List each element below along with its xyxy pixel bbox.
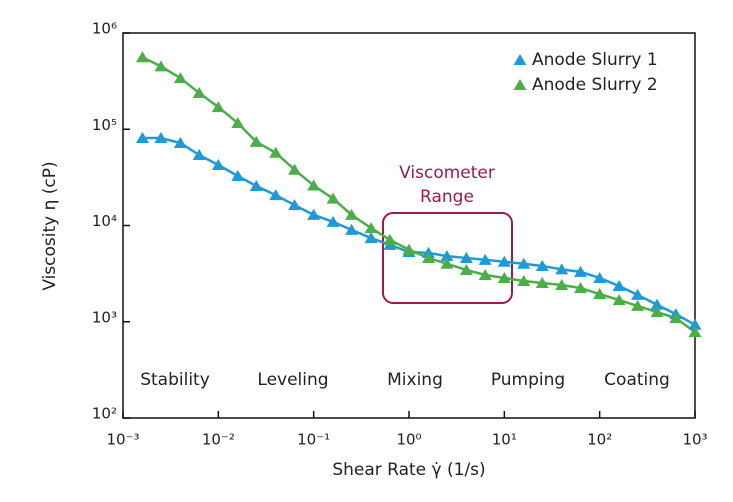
data-point xyxy=(478,268,492,280)
data-point xyxy=(574,265,588,277)
data-point xyxy=(650,298,664,310)
data-point xyxy=(574,282,588,294)
data-point xyxy=(631,299,645,311)
data-point xyxy=(249,180,263,192)
data-point xyxy=(517,275,531,287)
data-point xyxy=(402,243,416,255)
y-tick-label: 10³ xyxy=(92,308,117,326)
data-point xyxy=(593,288,607,300)
x-axis-label: Shear Rate γ̇ (1/s) xyxy=(332,460,485,480)
region-label: Leveling xyxy=(257,370,328,390)
legend-marker xyxy=(513,79,527,90)
data-point xyxy=(459,263,473,275)
data-point xyxy=(345,223,359,235)
data-point xyxy=(440,257,454,269)
data-point xyxy=(593,271,607,283)
legend-label: Anode Slurry 1 xyxy=(532,50,658,70)
data-point xyxy=(288,163,302,175)
data-point xyxy=(364,222,378,234)
data-point xyxy=(497,271,511,283)
data-point xyxy=(211,159,225,171)
region-label: Pumping xyxy=(491,370,565,390)
data-point xyxy=(231,117,245,129)
data-point xyxy=(459,251,473,263)
data-point xyxy=(135,51,149,63)
data-point xyxy=(307,179,321,191)
y-axis-label: Viscosity η (cP) xyxy=(40,161,60,290)
data-point xyxy=(535,259,549,271)
data-point xyxy=(478,253,492,265)
data-point xyxy=(307,208,321,220)
data-point xyxy=(326,192,340,204)
data-point xyxy=(555,263,569,275)
data-point xyxy=(688,318,702,330)
data-point xyxy=(231,169,245,181)
data-point xyxy=(154,60,168,72)
data-point xyxy=(173,136,187,148)
data-point xyxy=(555,278,569,290)
legend-label: Anode Slurry 2 xyxy=(532,75,658,95)
range-label: Range xyxy=(420,187,474,207)
x-tick-label: 10² xyxy=(587,431,612,449)
data-point xyxy=(192,149,206,161)
data-point xyxy=(535,276,549,288)
data-point xyxy=(421,251,435,263)
region-label: Coating xyxy=(604,370,670,390)
legend-marker xyxy=(513,54,527,65)
region-label: Stability xyxy=(140,370,210,390)
y-tick-label: 10⁵ xyxy=(92,116,117,134)
data-point xyxy=(269,146,283,158)
data-point xyxy=(269,189,283,201)
x-tick-label: 10⁻² xyxy=(202,431,235,449)
data-point xyxy=(326,215,340,227)
data-point xyxy=(345,208,359,220)
data-point xyxy=(288,199,302,211)
data-point xyxy=(631,288,645,300)
data-point xyxy=(688,326,702,338)
y-tick-label: 10⁴ xyxy=(92,212,117,230)
data-point xyxy=(612,280,626,292)
data-point xyxy=(249,135,263,147)
data-point xyxy=(612,294,626,306)
x-tick-label: 10⁻³ xyxy=(106,431,139,449)
y-tick-label: 10⁶ xyxy=(92,20,117,38)
range-label: Viscometer xyxy=(399,163,495,183)
data-point xyxy=(154,132,168,144)
data-point xyxy=(517,257,531,269)
x-tick-label: 10¹ xyxy=(492,431,517,449)
x-tick-label: 10³ xyxy=(682,431,707,449)
data-point xyxy=(192,87,206,99)
data-point xyxy=(440,250,454,262)
data-point xyxy=(173,72,187,84)
data-point xyxy=(497,255,511,267)
data-point xyxy=(669,312,683,324)
data-point xyxy=(383,233,397,245)
y-tick-label: 10² xyxy=(92,405,117,423)
x-tick-label: 10⁰ xyxy=(396,431,421,449)
x-tick-label: 10⁻¹ xyxy=(297,431,330,449)
data-point xyxy=(135,132,149,144)
data-point xyxy=(364,232,378,244)
viscometer-range-box xyxy=(382,212,513,304)
data-point xyxy=(650,306,664,318)
series-line xyxy=(141,56,696,334)
region-label: Mixing xyxy=(387,370,443,390)
data-point xyxy=(211,101,225,113)
